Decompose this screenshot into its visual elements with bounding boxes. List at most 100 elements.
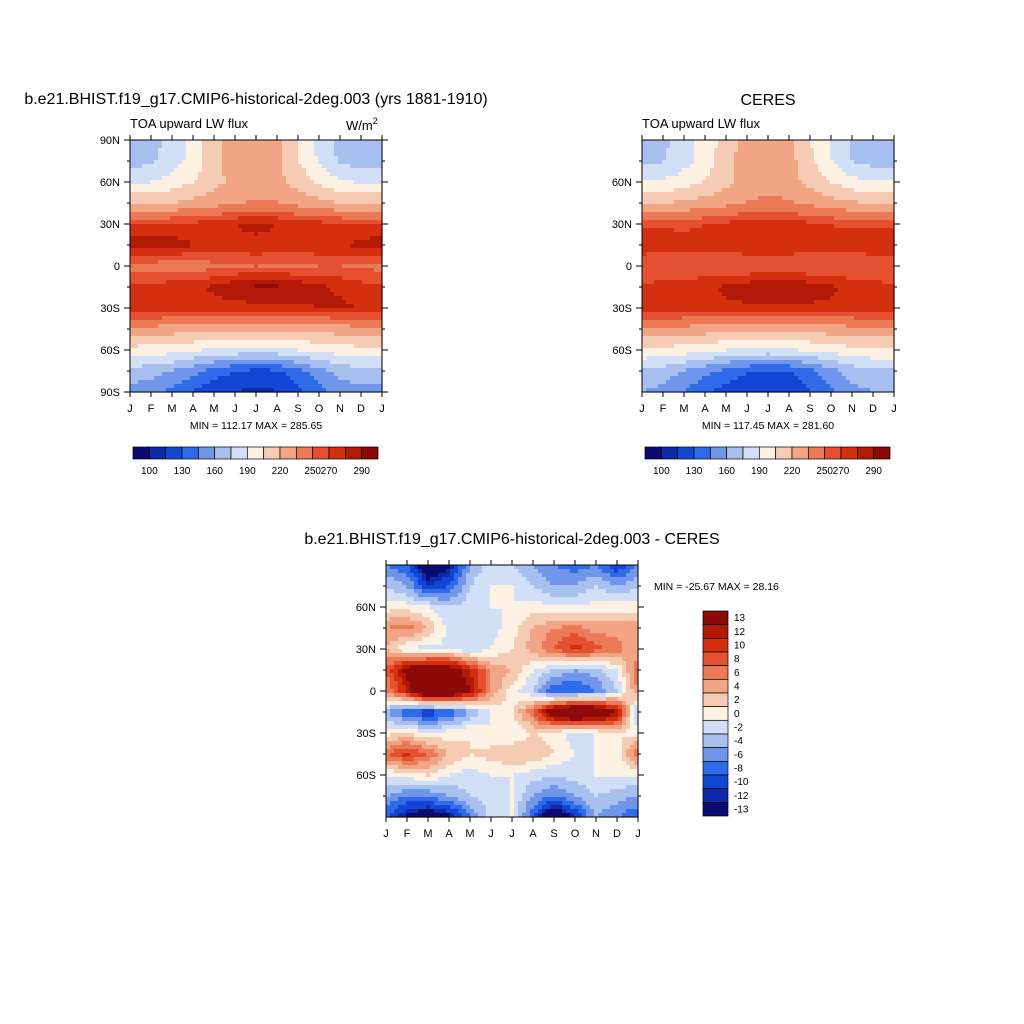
heatmap-cell [754,160,759,165]
heatmap-cell [142,260,147,265]
heatmap-cell [150,380,155,385]
heatmap-cell [250,148,255,153]
heatmap-cell [338,320,343,325]
heatmap-cell [318,308,323,313]
heatmap-cell [206,264,211,269]
heatmap-cell [374,232,379,237]
heatmap-cell [306,332,311,337]
heatmap-cell [230,372,235,377]
heatmap-cell [346,184,351,189]
heatmap-cell [310,240,315,245]
heatmap-cell [782,196,787,201]
heatmap-cell [262,228,267,233]
heatmap-cell [358,172,363,177]
heatmap-cell [258,164,263,169]
heatmap-cell [230,288,235,293]
heatmap-cell [286,192,291,197]
heatmap-cell [870,168,875,173]
heatmap-cell [322,176,327,181]
heatmap-cell [258,188,263,193]
heatmap-cell [850,152,855,157]
heatmap-cell [130,240,135,245]
heatmap-cell [162,192,167,197]
heatmap-cell [338,324,343,329]
heatmap-cell [218,300,223,305]
heatmap-cell [158,344,163,349]
heatmap-cell [314,304,319,309]
heatmap-cell [374,256,379,261]
heatmap-cell [258,368,263,373]
heatmap-cell [206,336,211,341]
heatmap-cell [258,276,263,281]
heatmap-cell [826,176,831,181]
heatmap-cell [378,280,383,285]
heatmap-cell [210,288,215,293]
heatmap-cell [202,168,207,173]
heatmap-cell [258,356,263,361]
heatmap-cell [294,224,299,229]
heatmap-cell [258,228,263,233]
heatmap-cell [274,224,279,229]
heatmap-cell [226,148,231,153]
heatmap-cell [326,368,331,373]
heatmap-cell [238,168,243,173]
heatmap-cell [362,232,367,237]
heatmap-cell [362,220,367,225]
heatmap-cell [818,168,823,173]
heatmap-cell [198,184,203,189]
heatmap-cell [290,276,295,281]
heatmap-cell [154,280,159,285]
heatmap-cell [218,220,223,225]
heatmap-cell [154,376,159,381]
heatmap-cell [306,192,311,197]
heatmap-cell [242,376,247,381]
heatmap-cell [330,140,335,145]
heatmap-cell [722,148,727,153]
heatmap-cell [366,232,371,237]
heatmap-cell [270,296,275,301]
heatmap-cell [358,296,363,301]
heatmap-cell [670,152,675,157]
heatmap-cell [290,176,295,181]
heatmap-cell [278,344,283,349]
heatmap-cell [270,360,275,365]
heatmap-cell [214,272,219,277]
heatmap-cell [170,360,175,365]
heatmap-cell [226,296,231,301]
heatmap-cell [334,228,339,233]
heatmap-cell [342,368,347,373]
heatmap-cell [142,372,147,377]
heatmap-cell [278,332,283,337]
heatmap-cell [338,380,343,385]
heatmap-cell [794,168,799,173]
heatmap-cell [154,204,159,209]
heatmap-cell [330,296,335,301]
heatmap-cell [178,304,183,309]
heatmap-cell [262,368,267,373]
heatmap-cell [358,360,363,365]
heatmap-cell [274,308,279,313]
heatmap-cell [174,152,179,157]
heatmap-cell [282,244,287,249]
heatmap-cell [890,140,895,145]
heatmap-cell [366,320,371,325]
heatmap-cell [202,172,207,177]
heatmap-cell [222,220,227,225]
heatmap-cell [278,156,283,161]
heatmap-cell [646,180,651,185]
heatmap-cell [370,160,375,165]
heatmap-cell [262,284,267,289]
heatmap-cell [142,304,147,309]
heatmap-cell [194,308,199,313]
heatmap-cell [130,368,135,373]
heatmap-cell [234,376,239,381]
heatmap-cell [218,180,223,185]
heatmap-cell [322,260,327,265]
heatmap-cell [242,164,247,169]
heatmap-cell [306,284,311,289]
heatmap-cell [310,184,315,189]
heatmap-cell [250,212,255,217]
heatmap-cell [210,240,215,245]
heatmap-cell [310,144,315,149]
heatmap-cell [190,204,195,209]
